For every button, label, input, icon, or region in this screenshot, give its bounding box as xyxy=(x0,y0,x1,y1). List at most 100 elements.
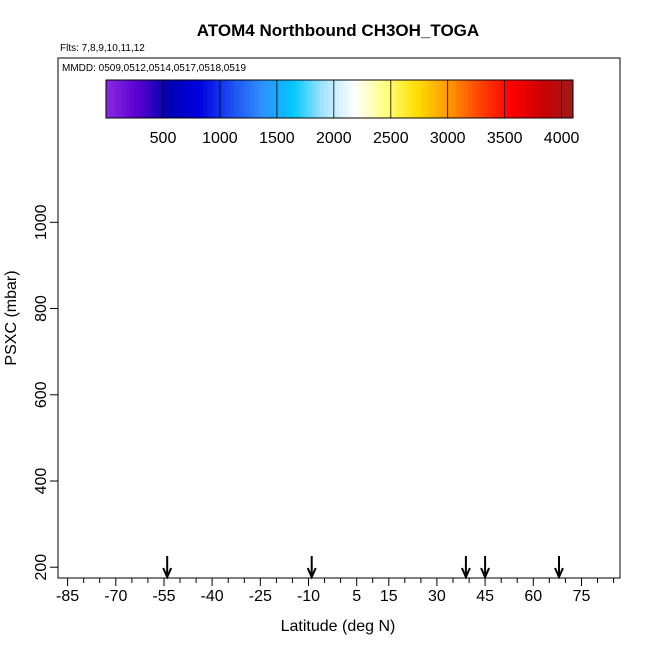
flight-dot xyxy=(505,519,510,524)
colorbar-segment xyxy=(355,80,360,118)
colorbar-segment xyxy=(541,80,547,118)
flight-dot xyxy=(513,523,518,527)
flight-dot xyxy=(384,263,388,267)
colorbar-segment xyxy=(292,80,298,118)
colorbar-segment xyxy=(253,80,259,118)
flight-dot xyxy=(489,277,494,282)
colorbar-segment xyxy=(425,80,430,118)
flight-dot xyxy=(75,488,79,492)
flight-dot xyxy=(154,476,158,481)
flight-dot xyxy=(566,255,570,259)
colorbar-segment xyxy=(491,80,496,118)
colorbar-segment xyxy=(358,80,364,118)
colorbar-segment xyxy=(534,80,539,118)
flight-dot xyxy=(60,509,65,513)
colorbar-segment xyxy=(183,80,189,118)
colorbar-segment xyxy=(222,80,228,118)
flight-dot xyxy=(421,345,426,349)
profile-markers xyxy=(162,556,564,580)
flight-dot xyxy=(467,329,471,333)
flight-dot xyxy=(240,452,244,456)
flight-dot xyxy=(239,487,244,491)
flight-dot xyxy=(100,521,104,525)
flight-dot xyxy=(103,405,107,410)
colorbar-segment xyxy=(172,80,177,118)
flight-dot xyxy=(90,516,94,520)
flight-dot xyxy=(127,554,131,558)
flight-dot xyxy=(241,248,245,252)
flight-dot xyxy=(72,512,76,516)
colorbar-segment xyxy=(526,80,531,118)
flight-dot xyxy=(461,560,465,565)
flight-dot xyxy=(452,548,456,552)
colorbar-segment xyxy=(347,80,352,118)
flight-dot xyxy=(429,279,433,283)
flight-dot xyxy=(287,323,291,327)
colorbar-segment xyxy=(195,80,200,118)
flight-dot xyxy=(438,511,442,515)
flight-dot xyxy=(163,289,168,293)
colorbar-tick-labels: 500 1000 1500 2000 2500 3000 3500 4000 xyxy=(150,130,580,147)
colorbar-segment xyxy=(148,80,154,118)
flight-dot xyxy=(315,235,319,240)
flight-dot xyxy=(307,365,311,369)
colorbar-segment xyxy=(176,80,181,118)
flight-dot xyxy=(569,435,573,440)
flight-dot xyxy=(280,235,285,239)
flight-dot xyxy=(198,523,202,528)
colorbar-segment xyxy=(499,80,504,118)
flight-dot xyxy=(120,506,124,511)
x-tick-label: 5 xyxy=(352,588,361,605)
colorbar-segment xyxy=(300,80,305,118)
flight-dot xyxy=(116,358,120,362)
flight-dot xyxy=(147,565,152,570)
flight-dot xyxy=(197,545,201,549)
flight-dot xyxy=(573,258,578,263)
flight-dot xyxy=(329,563,333,567)
flight-dot xyxy=(220,334,224,339)
flight-dot xyxy=(84,311,88,315)
flight-dot xyxy=(288,227,293,232)
flight-dot xyxy=(291,415,295,419)
colorbar-segment xyxy=(285,80,290,118)
profile-marker-arrow-head xyxy=(460,567,471,580)
flight-dot xyxy=(418,569,422,573)
colorbar-segment xyxy=(386,80,391,118)
flight-dot xyxy=(445,248,450,252)
flight-dot xyxy=(219,466,223,470)
flight-dot xyxy=(339,322,343,326)
flight-dot xyxy=(294,563,298,567)
flight-dot xyxy=(290,515,294,520)
colorbar-segment xyxy=(479,80,484,118)
colorbar-segment xyxy=(467,80,473,118)
flight-dot xyxy=(357,568,361,572)
y-tick-label: 400 xyxy=(33,468,50,495)
flight-dot xyxy=(123,528,127,532)
colorbar-segment xyxy=(444,80,449,118)
flight-dot xyxy=(502,226,506,230)
colorbar-segment xyxy=(273,80,278,118)
profile-marker-arrow-head xyxy=(480,567,491,580)
colorbar-segment xyxy=(296,80,302,118)
flight-dot xyxy=(319,570,324,575)
flight-dot xyxy=(83,489,88,493)
flight-dot xyxy=(92,364,96,369)
colorbar-segment xyxy=(569,80,574,118)
flight-dot xyxy=(454,533,459,537)
flight-dot xyxy=(567,483,572,487)
flight-dot xyxy=(241,376,245,381)
colorbar-segment xyxy=(156,80,161,118)
flight-dot xyxy=(384,566,389,571)
colorbar-segment xyxy=(257,80,263,118)
flight-dot xyxy=(172,552,176,557)
flight-dot xyxy=(565,542,569,547)
flight-dot xyxy=(340,335,345,339)
colorbar-segment xyxy=(397,80,403,118)
colorbar-segment xyxy=(421,80,426,118)
colorbar-segment xyxy=(417,80,422,118)
colorbar-segment xyxy=(452,80,457,118)
colorbar-segment xyxy=(129,80,134,118)
colorbar-segment xyxy=(362,80,368,118)
flight-dot xyxy=(367,307,371,311)
flight-dot xyxy=(83,403,87,408)
